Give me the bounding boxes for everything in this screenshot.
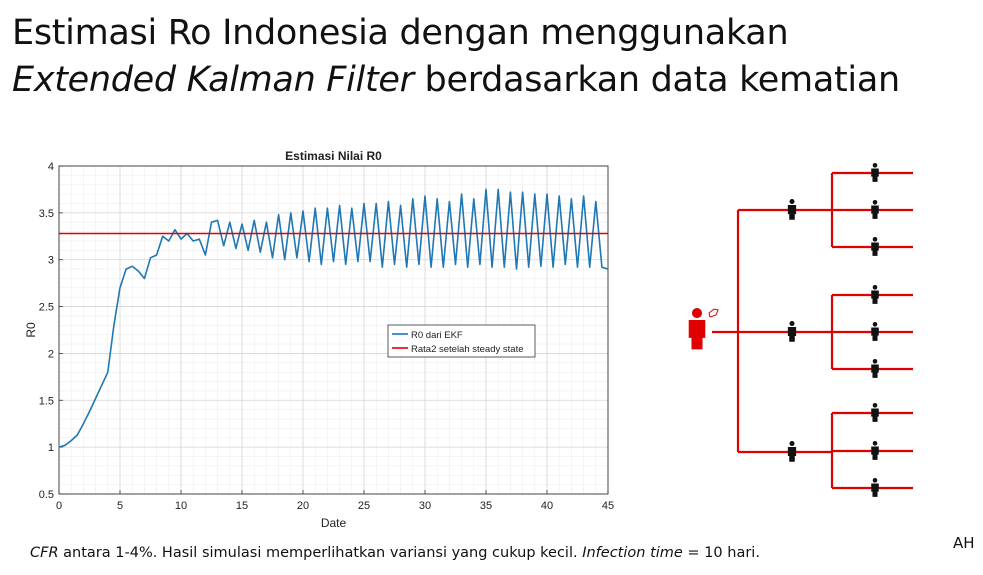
y-tick-label: 2 xyxy=(48,348,54,360)
y-tick-label: 3.5 xyxy=(39,208,54,220)
ekf-r0-line xyxy=(58,188,609,448)
person-head xyxy=(789,441,795,447)
y-tick-label: 1 xyxy=(48,442,54,454)
x-tick-label: 45 xyxy=(602,500,614,512)
x-tick-label: 20 xyxy=(297,500,309,512)
person-body xyxy=(871,290,879,304)
legend-box xyxy=(387,324,536,358)
person-head xyxy=(872,237,878,242)
person-head xyxy=(691,308,703,319)
legend-entry: Rata2 setelah steady state xyxy=(411,344,524,355)
x-tick-label: 15 xyxy=(236,500,248,512)
person-body xyxy=(871,205,879,219)
title-line-2-rest: berdasarkan data kematian xyxy=(413,60,901,100)
title-line-1: Estimasi Ro Indonesia dengan menggunakan xyxy=(12,13,789,53)
secondary-case-person-icon xyxy=(871,478,879,497)
person-body xyxy=(787,326,797,342)
person-head xyxy=(872,359,878,364)
infected-person-icon xyxy=(787,441,797,462)
person-head xyxy=(872,285,878,290)
person-body xyxy=(787,204,797,220)
secondary-case-person-icon xyxy=(871,403,879,422)
infected-person-icon xyxy=(787,199,797,220)
secondary-case-person-icon xyxy=(871,359,879,378)
secondary-case-person-icon xyxy=(871,441,879,460)
caption-text-2: = 10 hari. xyxy=(682,545,760,561)
title-line-2: Extended Kalman Filter berdasarkan data … xyxy=(12,57,972,104)
y-axis-label: R0 xyxy=(24,322,38,338)
person-body xyxy=(871,408,879,422)
person-head xyxy=(872,163,878,168)
x-tick-label: 10 xyxy=(175,500,187,512)
x-tick-label: 0 xyxy=(56,500,62,512)
source-person-icon xyxy=(688,308,706,350)
caption-infection-time: Infection time xyxy=(582,545,683,561)
person-head xyxy=(872,403,878,408)
secondary-case-person-icon xyxy=(871,285,879,304)
y-tick-label: 4 xyxy=(48,161,54,173)
person-head xyxy=(872,200,878,205)
title-italic-term: Extended Kalman Filter xyxy=(12,60,414,100)
infected-person-icon xyxy=(787,321,797,342)
person-body xyxy=(871,168,879,182)
x-tick-label: 5 xyxy=(117,500,123,512)
secondary-case-person-icon xyxy=(871,163,879,182)
person-head xyxy=(789,199,795,205)
y-tick-label: 3 xyxy=(48,255,54,267)
person-body xyxy=(688,319,706,350)
person-body xyxy=(871,242,879,256)
y-tick-label: 0.5 xyxy=(39,489,54,501)
person-body xyxy=(871,327,879,341)
x-axis-label: Date xyxy=(321,516,347,530)
person-body xyxy=(871,364,879,378)
plot-frame xyxy=(58,165,609,495)
slide-caption: CFR antara 1-4%. Hasil simulasi memperli… xyxy=(30,545,930,561)
x-tick-label: 40 xyxy=(541,500,553,512)
person-body xyxy=(787,446,797,462)
person-head xyxy=(872,322,878,327)
x-tick-label: 35 xyxy=(480,500,492,512)
x-tick-label: 25 xyxy=(358,500,370,512)
person-body xyxy=(871,446,879,460)
person-head xyxy=(872,478,878,483)
caption-cfr: CFR xyxy=(30,545,59,561)
chart-title: Estimasi Nilai R0 xyxy=(285,149,382,163)
y-tick-label: 1.5 xyxy=(39,395,54,407)
secondary-case-person-icon xyxy=(871,237,879,256)
secondary-case-person-icon xyxy=(871,322,879,341)
cough-cloud-icon xyxy=(708,308,719,318)
y-tick-label: 2.5 xyxy=(39,302,54,314)
author-initials: AH xyxy=(953,534,975,552)
slide-title: Estimasi Ro Indonesia dengan menggunakan… xyxy=(12,10,972,104)
x-tick-label: 30 xyxy=(419,500,431,512)
person-head xyxy=(872,441,878,446)
r0-estimation-chart: 0 5 10 15 20 25 30 35 40 45 0.5 1 1.5 2 2.5 3 3.5 4 Estima… xyxy=(24,149,614,530)
person-head xyxy=(789,321,795,327)
legend-entry: R0 dari EKF xyxy=(411,330,463,341)
caption-text-1: antara 1-4%. Hasil simulasi memperlihatk… xyxy=(58,545,583,561)
person-body xyxy=(871,483,879,497)
secondary-case-person-icon xyxy=(871,200,879,219)
